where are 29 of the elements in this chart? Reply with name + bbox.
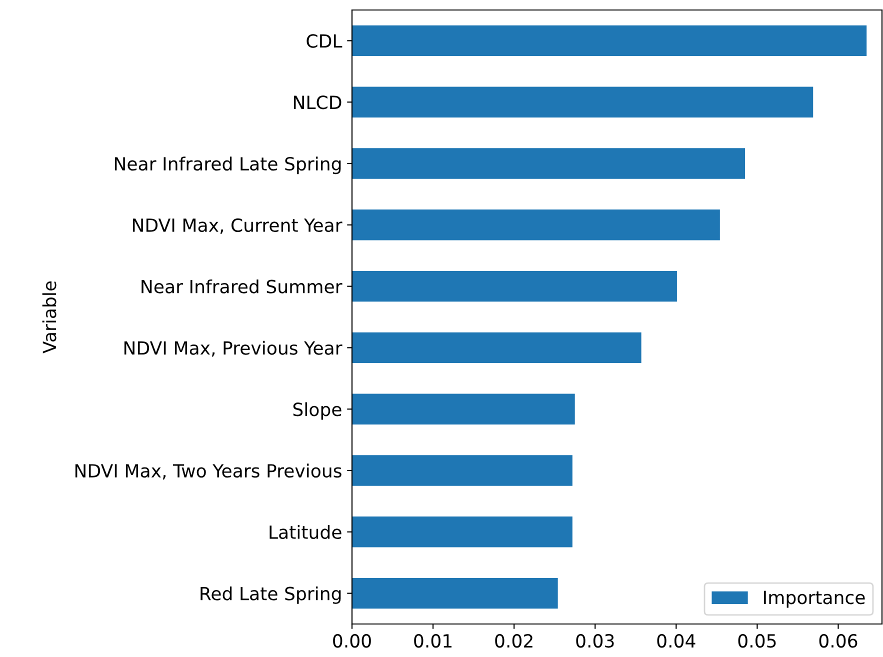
y-tick-label: NDVI Max, Previous Year bbox=[124, 340, 342, 357]
bar bbox=[352, 270, 677, 302]
x-tick-label: 0.01 bbox=[414, 634, 452, 648]
y-axis-title: Variable bbox=[42, 281, 56, 354]
y-tick-label: Red Late Spring bbox=[200, 586, 341, 604]
x-tick-label: 0.03 bbox=[576, 634, 614, 648]
bar bbox=[352, 394, 575, 424]
bar bbox=[352, 25, 867, 56]
y-tick-label: NDVI Max, Current Year bbox=[132, 218, 342, 234]
bar bbox=[352, 332, 642, 364]
y-tick-label: Near Infrared Late Spring bbox=[114, 156, 341, 174]
y-tick-label: NLCD bbox=[294, 96, 342, 110]
x-tick-label: 0.02 bbox=[495, 634, 532, 648]
y-tick-label: Near Infrared Summer bbox=[142, 279, 342, 294]
bar bbox=[352, 578, 558, 609]
x-tick-label: 0.05 bbox=[738, 634, 776, 648]
bar bbox=[352, 148, 746, 179]
x-tick-label: 0.00 bbox=[333, 634, 371, 648]
legend-label: Importance bbox=[764, 590, 865, 608]
y-tick-label: CDL bbox=[306, 34, 342, 48]
bar bbox=[352, 86, 814, 118]
bar bbox=[352, 455, 572, 486]
y-tick-label: Latitude bbox=[270, 525, 342, 540]
y-tick-label: NDVI Max, Two Years Previous bbox=[75, 464, 342, 480]
bar bbox=[352, 210, 720, 240]
x-tick-label: 0.04 bbox=[657, 634, 696, 648]
bar bbox=[352, 516, 572, 548]
y-tick-label: Slope bbox=[293, 402, 342, 420]
x-tick-label: 0.06 bbox=[819, 634, 858, 648]
